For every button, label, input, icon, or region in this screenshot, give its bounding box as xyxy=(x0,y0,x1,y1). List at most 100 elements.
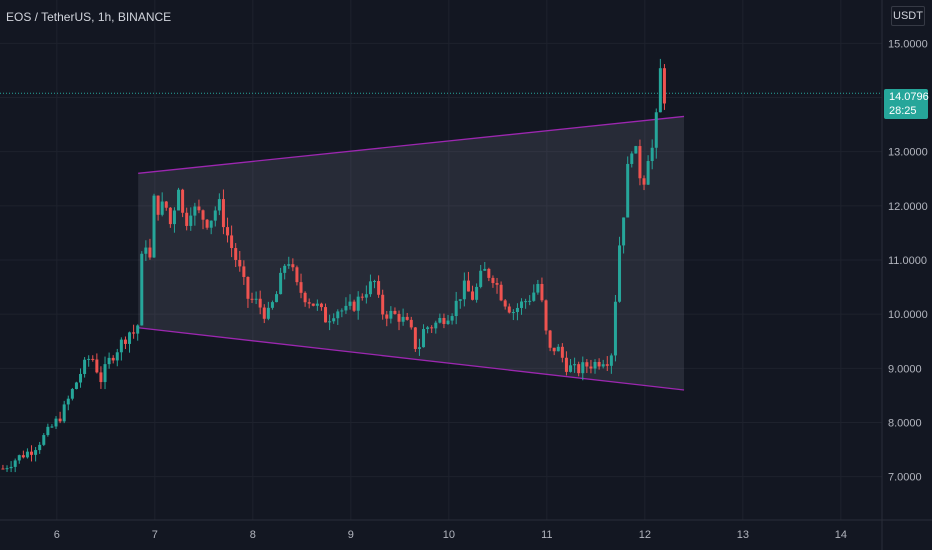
candle-body xyxy=(30,451,34,455)
candle-body xyxy=(295,267,299,283)
candle-body xyxy=(152,195,156,258)
candle-body xyxy=(103,364,107,383)
candle-body xyxy=(360,296,364,298)
candle-body xyxy=(417,347,421,349)
y-tick-label: 12.0000 xyxy=(888,201,928,213)
candle-body xyxy=(246,276,250,299)
candle-body xyxy=(328,321,332,323)
candle-body xyxy=(662,68,666,104)
candle-body xyxy=(21,455,25,458)
candle-body xyxy=(34,450,38,455)
candle-body xyxy=(5,468,9,470)
candle-body xyxy=(315,303,319,306)
x-tick-label: 11 xyxy=(541,529,552,541)
candle-body xyxy=(475,286,479,300)
x-tick-label: 14 xyxy=(835,529,847,541)
candle-body xyxy=(209,220,213,228)
candle-body xyxy=(552,347,556,352)
candle-body xyxy=(234,248,238,260)
candle-body xyxy=(262,307,266,319)
candle-body xyxy=(658,68,662,113)
candle-body xyxy=(250,298,254,300)
bar-countdown: 28:25 xyxy=(889,105,917,117)
candle-body xyxy=(299,282,303,293)
candle-body xyxy=(597,361,601,367)
x-tick-label: 10 xyxy=(443,529,455,541)
candle-body xyxy=(136,325,140,334)
y-tick-label: 8.0000 xyxy=(888,418,922,430)
candle-body xyxy=(430,327,434,329)
candle-body xyxy=(324,307,328,323)
candle-body xyxy=(589,366,593,369)
currency-badge[interactable]: USDT xyxy=(891,6,925,26)
candle-body xyxy=(630,153,634,164)
candle-body xyxy=(74,382,78,390)
candle-body xyxy=(270,302,274,308)
candle-body xyxy=(50,426,54,428)
x-tick-label: 6 xyxy=(54,529,60,541)
candle-body xyxy=(107,357,111,365)
candle-body xyxy=(13,460,17,467)
candle-body xyxy=(307,302,311,304)
candle-body xyxy=(291,264,295,268)
candle-body xyxy=(446,320,450,324)
candle-body xyxy=(581,362,585,374)
candle-body xyxy=(140,253,144,326)
candle-body xyxy=(368,281,372,295)
candle-body xyxy=(491,277,495,284)
candle-body xyxy=(385,314,389,319)
candle-body xyxy=(393,310,397,314)
candle-body xyxy=(462,280,466,300)
symbol-label: EOS / TetherUS, 1h, BINANCE xyxy=(6,10,172,24)
candle-body xyxy=(405,316,409,320)
candle-body xyxy=(119,339,123,353)
candle-body xyxy=(279,272,283,295)
candle-body xyxy=(17,455,21,461)
candle-body xyxy=(287,264,291,266)
candle-body xyxy=(466,280,470,292)
candle-body xyxy=(564,357,568,372)
candle-body xyxy=(62,404,66,422)
candle-body xyxy=(336,311,340,319)
candle-body xyxy=(164,201,168,208)
candle-body xyxy=(544,300,548,331)
y-tick-label: 13.0000 xyxy=(888,147,928,159)
candle-body xyxy=(87,358,91,360)
candle-body xyxy=(626,163,630,218)
candle-body xyxy=(344,305,348,311)
candle-body xyxy=(132,332,136,334)
candle-body xyxy=(193,206,197,216)
candle-body xyxy=(650,147,654,162)
candle-body xyxy=(540,283,544,301)
candle-body xyxy=(352,301,356,311)
candle-body xyxy=(181,189,185,213)
x-tick-label: 8 xyxy=(250,529,256,541)
x-tick-label: 12 xyxy=(639,529,651,541)
candle-body xyxy=(205,219,209,228)
candle-body xyxy=(532,292,536,301)
candle-body xyxy=(524,301,528,303)
candle-body xyxy=(438,317,442,323)
candle-body xyxy=(601,364,605,367)
candle-body xyxy=(148,247,152,258)
candle-body xyxy=(471,291,475,300)
candle-body xyxy=(413,327,417,349)
candle-body xyxy=(511,312,515,314)
candle-body xyxy=(605,364,609,366)
x-tick-label: 7 xyxy=(152,529,158,541)
candle-body xyxy=(646,161,650,185)
candle-body xyxy=(515,307,519,313)
candle-body xyxy=(450,316,454,321)
candle-body xyxy=(560,346,564,358)
candle-body xyxy=(238,259,242,267)
candle-body xyxy=(254,298,258,300)
candle-body xyxy=(426,327,430,330)
candle-body xyxy=(397,313,401,322)
candle-body xyxy=(9,466,13,469)
candle-body xyxy=(528,300,532,302)
candle-body xyxy=(99,372,103,383)
channel-fill xyxy=(138,116,685,390)
candle-body xyxy=(258,298,262,308)
candle-body xyxy=(389,310,393,319)
